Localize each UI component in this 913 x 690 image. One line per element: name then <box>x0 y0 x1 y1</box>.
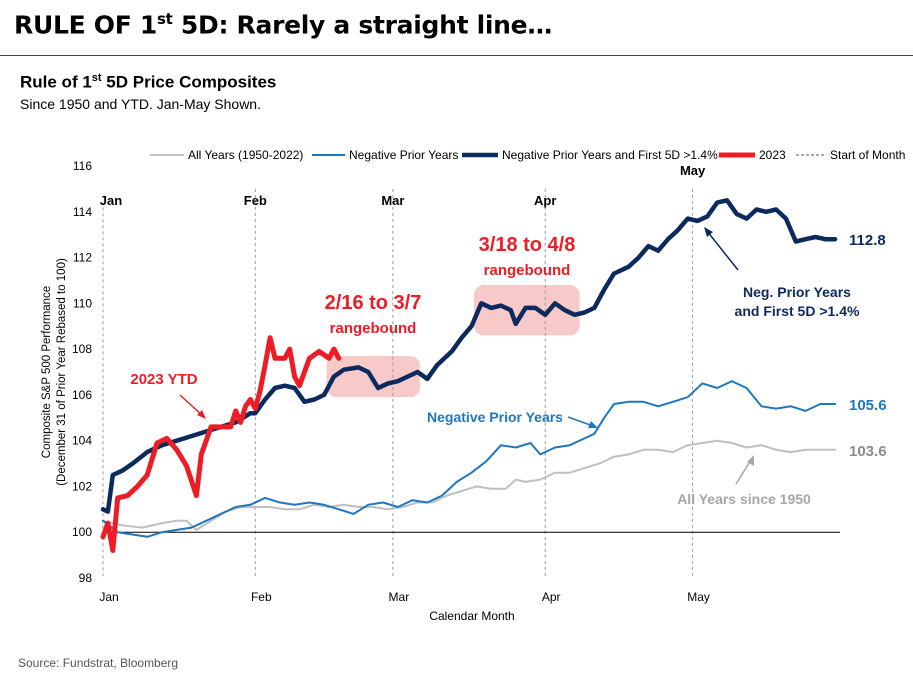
end-value-label-2: 105.6 <box>849 397 887 414</box>
annotation-box2-subtitle: rangebound <box>484 262 571 279</box>
y-tick-label: 98 <box>79 571 93 585</box>
annotation-neg5d-line1: Neg. Prior Years <box>743 284 851 300</box>
month-header-label: Jan <box>100 193 122 208</box>
legend-label-3: Negative Prior Years and First 5D >1.4% <box>502 148 718 162</box>
annotation-arrow-neg5d <box>706 230 739 271</box>
month-header-label: Feb <box>244 193 267 208</box>
annotation-arrowhead-all <box>747 455 754 466</box>
series-line-2 <box>102 380 837 538</box>
series-line-1 <box>102 439 837 531</box>
x-tick-label: Apr <box>542 590 561 604</box>
legend-label-4: 2023 <box>759 148 786 162</box>
annotation-arrowhead-ytd <box>197 410 206 419</box>
legend-label-2: Negative Prior Years <box>349 148 458 162</box>
annotation-all-years: All Years since 1950 <box>677 491 811 507</box>
x-tick-label: Jan <box>99 590 118 604</box>
annotation-arrow-all <box>735 459 752 485</box>
end-value-label-3: 112.8 <box>849 232 886 249</box>
x-tick-label: May <box>687 590 710 604</box>
source-note: Source: Fundstrat, Bloomberg <box>18 656 179 670</box>
y-tick-label: 104 <box>72 434 92 448</box>
annotation-arrow-neg <box>567 416 594 427</box>
chart-title: Rule of 1st 5D Price Composites <box>20 72 277 92</box>
month-header-label: May <box>680 163 706 178</box>
series-line-3 <box>100 198 838 514</box>
y-tick-label: 114 <box>73 205 92 219</box>
annotation-box2-title: 3/18 to 4/8 <box>479 234 576 256</box>
annotation-arrowhead-neg <box>588 421 598 428</box>
annotation-2023-ytd: 2023 YTD <box>130 371 197 388</box>
series-line-4 <box>100 335 342 553</box>
chart-subtitle: Since 1950 and YTD. Jan-May Shown. <box>20 96 261 112</box>
rangebound-box-mar-apr <box>473 285 580 336</box>
x-axis-label: Calendar Month <box>429 609 514 623</box>
month-header-label: Mar <box>381 193 404 208</box>
annotation-neg-prior: Negative Prior Years <box>427 409 563 425</box>
y-tick-label: 110 <box>73 296 92 310</box>
page-headline: RULE OF 1st 5D: Rarely a straight line… <box>14 10 553 40</box>
x-tick-label: Feb <box>251 590 272 604</box>
x-tick-label: Mar <box>389 590 410 604</box>
annotation-arrow-ytd <box>179 394 204 417</box>
y-tick-label: 108 <box>72 342 92 356</box>
end-value-label-1: 103.6 <box>849 443 887 460</box>
y-axis-label-line2: (December 31 of Prior Year Rebased to 10… <box>56 258 68 486</box>
y-tick-label: 102 <box>72 479 92 493</box>
annotation-neg5d-line2: and First 5D >1.4% <box>735 303 860 319</box>
y-tick-label: 112 <box>73 251 92 265</box>
month-header-label: Apr <box>534 193 556 208</box>
annotation-arrowhead-neg5d <box>704 227 713 237</box>
annotation-box1-subtitle: rangebound <box>330 320 417 337</box>
legend-label-5: Start of Month <box>830 148 905 162</box>
y-axis-label-line1: Composite S&P 500 Performance <box>41 286 53 458</box>
y-tick-label: 100 <box>72 525 92 539</box>
legend-label-1: All Years (1950-2022) <box>188 148 303 162</box>
annotation-box1-title: 2/16 to 3/7 <box>325 292 422 314</box>
headline-divider <box>0 55 913 56</box>
y-tick-label: 116 <box>73 159 92 173</box>
y-tick-label: 106 <box>72 388 92 402</box>
